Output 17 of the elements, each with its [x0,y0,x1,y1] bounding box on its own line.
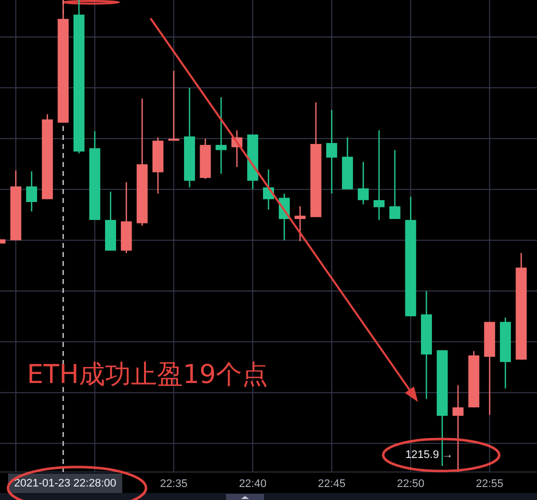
candlestick [389,149,400,220]
candlestick [26,170,38,212]
candlestick [374,130,385,221]
candlestick [294,206,306,242]
candlestick [326,109,338,194]
x-tick-label: 22:40 [238,478,266,490]
annotation: 1215.9 → [405,449,454,461]
x-tick-label: 22:45 [318,478,346,490]
x-tick-label: 22:55 [476,478,504,490]
candlestick [216,96,227,174]
x-tick-label: 22:35 [160,478,188,490]
candlestick [168,70,180,142]
x-tick-label: 22:50 [396,478,424,490]
candlestick [452,384,464,472]
ref-line-label: 2021-01-23 22:28:00 [14,478,116,490]
candlestick [358,161,369,206]
annotation: ETH成功止盈19个点 [27,360,268,390]
